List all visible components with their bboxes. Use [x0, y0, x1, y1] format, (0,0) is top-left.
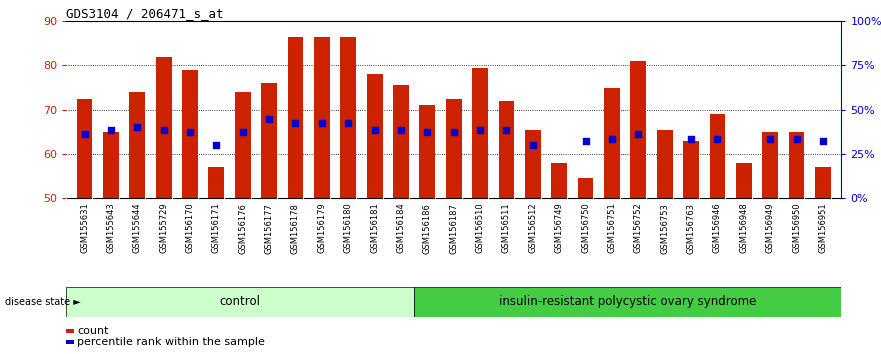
Bar [472, 68, 488, 198]
Bar [604, 88, 620, 198]
Bar [736, 163, 751, 198]
Text: disease state ►: disease state ► [5, 297, 81, 307]
Point [183, 129, 197, 135]
Bar [156, 57, 172, 198]
Point [447, 129, 461, 135]
Text: GSM156512: GSM156512 [529, 202, 537, 253]
Text: GSM156510: GSM156510 [476, 202, 485, 253]
Text: GSM156170: GSM156170 [186, 202, 195, 253]
Point [632, 131, 646, 137]
Bar [182, 70, 198, 198]
Bar [419, 105, 435, 198]
Text: GSM156176: GSM156176 [238, 202, 248, 253]
Point [104, 127, 118, 132]
Text: GSM155644: GSM155644 [133, 202, 142, 253]
Bar [235, 92, 251, 198]
Bar [709, 114, 725, 198]
Bar [261, 83, 277, 198]
Point [420, 129, 434, 135]
Text: GSM156184: GSM156184 [396, 202, 405, 253]
Bar [815, 167, 831, 198]
Point [341, 120, 355, 126]
Point [789, 136, 803, 141]
Text: GSM156946: GSM156946 [713, 202, 722, 253]
Point [816, 138, 830, 144]
Text: GSM156181: GSM156181 [370, 202, 379, 253]
Bar [578, 178, 594, 198]
Bar [66, 340, 74, 344]
Text: GDS3104 / 206471_s_at: GDS3104 / 206471_s_at [66, 7, 224, 20]
Bar [66, 329, 74, 333]
Bar [366, 74, 382, 198]
Bar [683, 141, 699, 198]
Bar [287, 37, 303, 198]
Point [157, 127, 171, 132]
Point [684, 136, 698, 141]
Bar [762, 132, 778, 198]
Text: GSM155643: GSM155643 [107, 202, 115, 253]
Text: GSM156750: GSM156750 [581, 202, 590, 253]
Bar [340, 37, 356, 198]
Bar [413, 287, 841, 317]
Bar [130, 92, 145, 198]
Point [367, 127, 381, 132]
Point [262, 116, 276, 121]
Bar [552, 163, 567, 198]
Text: GSM156753: GSM156753 [660, 202, 670, 253]
Point [288, 120, 302, 126]
Bar [103, 132, 119, 198]
Text: GSM156511: GSM156511 [502, 202, 511, 253]
Text: GSM155729: GSM155729 [159, 202, 168, 253]
Text: GSM156948: GSM156948 [739, 202, 748, 253]
Text: GSM156951: GSM156951 [818, 202, 827, 253]
Point [394, 127, 408, 132]
Point [130, 125, 144, 130]
Bar [525, 130, 541, 198]
Bar [446, 99, 462, 198]
Point [236, 129, 250, 135]
Text: GSM156177: GSM156177 [264, 202, 274, 253]
Text: GSM156187: GSM156187 [449, 202, 458, 253]
Text: insulin-resistant polycystic ovary syndrome: insulin-resistant polycystic ovary syndr… [499, 295, 756, 308]
Text: GSM156180: GSM156180 [344, 202, 352, 253]
Text: GSM156179: GSM156179 [317, 202, 326, 253]
Point [500, 127, 514, 132]
Point [526, 142, 540, 148]
Text: GSM156186: GSM156186 [423, 202, 432, 253]
Bar [499, 101, 515, 198]
Point [210, 142, 224, 148]
Point [710, 136, 724, 141]
Text: GSM156171: GSM156171 [212, 202, 221, 253]
Bar [314, 37, 329, 198]
Text: GSM155631: GSM155631 [80, 202, 89, 253]
Text: control: control [219, 295, 261, 308]
Text: GSM156178: GSM156178 [291, 202, 300, 253]
Bar [788, 132, 804, 198]
Text: GSM156751: GSM156751 [607, 202, 617, 253]
Bar [66, 287, 413, 317]
Text: count: count [77, 326, 108, 336]
Text: GSM156752: GSM156752 [633, 202, 643, 253]
Point [473, 127, 487, 132]
Bar [631, 61, 647, 198]
Text: GSM156749: GSM156749 [555, 202, 564, 253]
Text: GSM156950: GSM156950 [792, 202, 801, 253]
Text: GSM156949: GSM156949 [766, 202, 774, 253]
Bar [209, 167, 225, 198]
Point [763, 136, 777, 141]
Point [579, 138, 593, 144]
Point [78, 131, 92, 137]
Bar [656, 130, 672, 198]
Text: percentile rank within the sample: percentile rank within the sample [77, 337, 265, 347]
Bar [393, 85, 409, 198]
Bar [77, 99, 93, 198]
Text: GSM156763: GSM156763 [686, 202, 695, 254]
Point [315, 120, 329, 126]
Point [605, 136, 619, 141]
